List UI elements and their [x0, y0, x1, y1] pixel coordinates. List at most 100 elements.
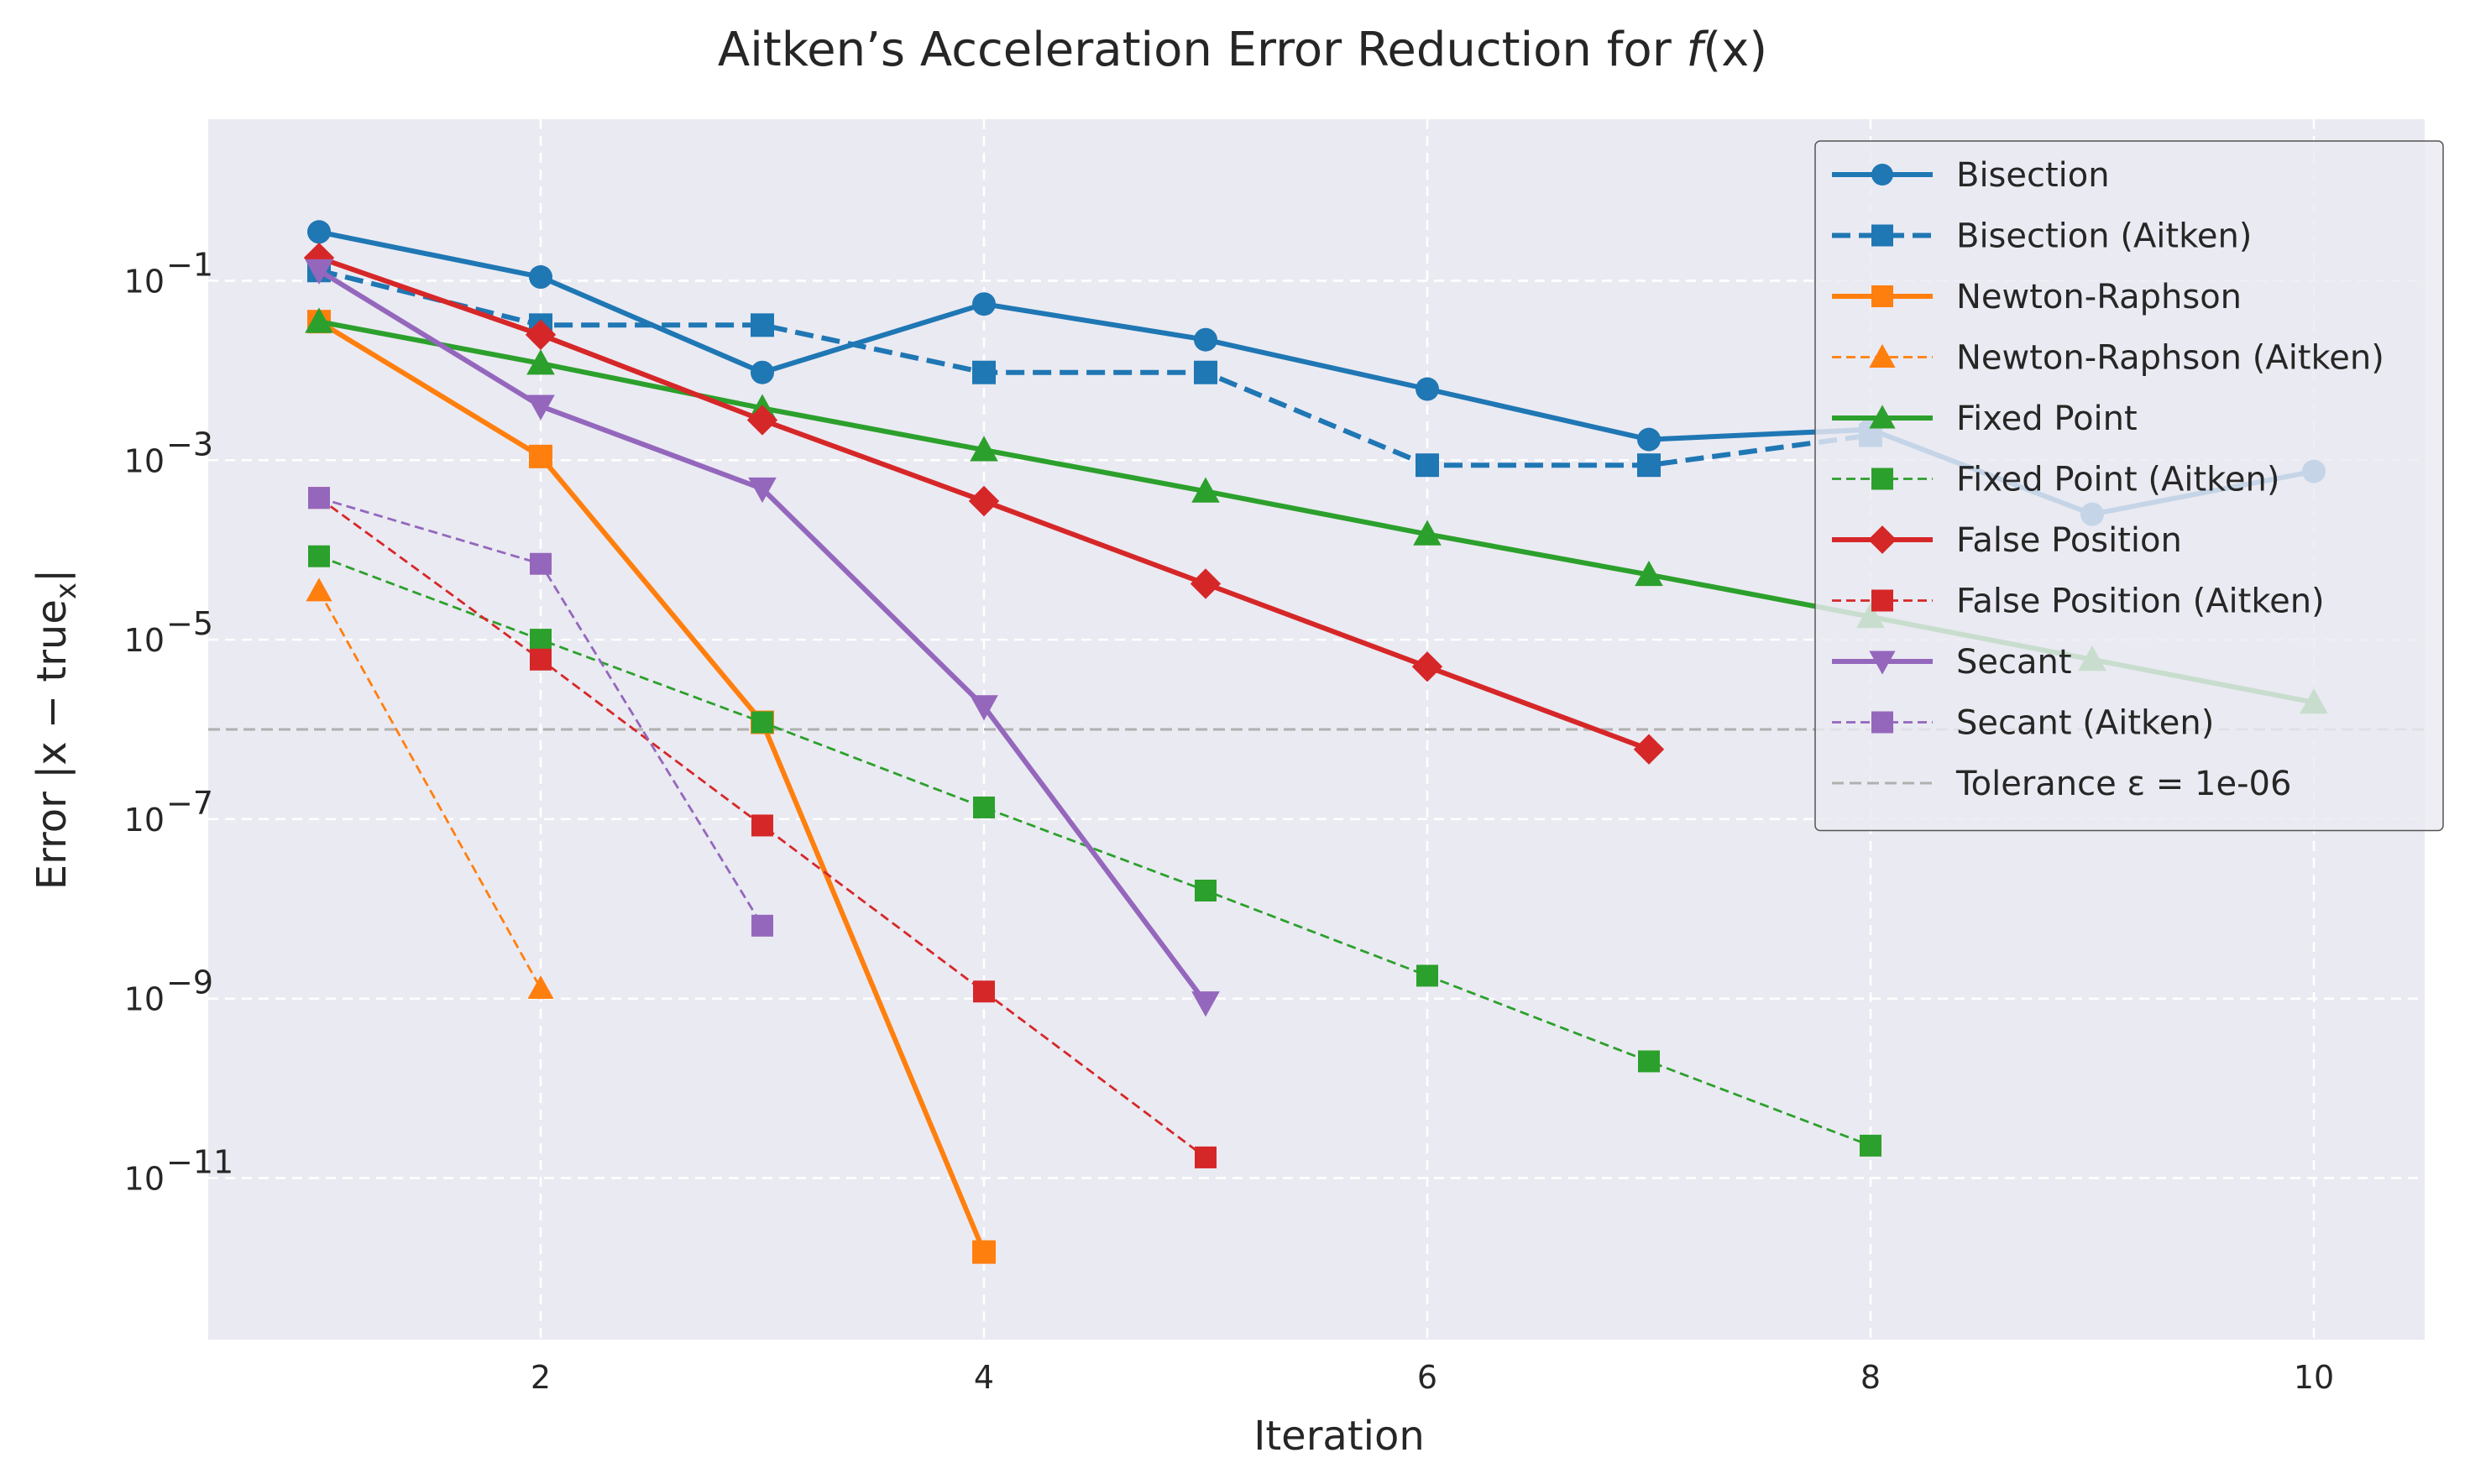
data-point: [530, 629, 552, 651]
data-point: [308, 487, 330, 509]
legend-marker: [1868, 525, 1897, 554]
y-axis-title: Error |x − truex|: [29, 569, 83, 890]
series-secant: [305, 259, 1220, 1017]
legend-entry: Bisection (Aitken): [1832, 217, 2252, 256]
data-point: [1416, 453, 1439, 478]
data-point: [305, 259, 333, 285]
legend-marker: [1871, 589, 1893, 612]
data-point: [970, 695, 998, 721]
series-line: [318, 555, 1871, 1147]
legend-label: Bisection: [1956, 156, 2110, 195]
data-point: [307, 220, 331, 244]
y-tick-label: 10: [124, 622, 165, 659]
data-point: [1416, 964, 1438, 987]
y-tick-label: 10: [124, 442, 165, 479]
legend-marker: [1871, 285, 1893, 307]
y-tick-exponent: −1: [166, 246, 213, 283]
data-point: [1416, 377, 1439, 401]
data-point: [526, 349, 555, 375]
y-tick-label: 10: [124, 263, 165, 300]
y-tick-exponent: −5: [166, 605, 213, 642]
data-point: [1638, 1050, 1660, 1073]
data-point: [1191, 477, 1220, 503]
series-line: [317, 590, 542, 990]
series-false-position: [303, 242, 1665, 765]
data-point: [972, 360, 996, 384]
data-point: [751, 360, 774, 384]
data-point: [530, 552, 552, 575]
data-point: [1191, 991, 1220, 1017]
legend-entry: Secant (Aitken): [1832, 704, 2214, 743]
legend-marker: [1871, 711, 1893, 734]
legend-entry: Bisection: [1832, 156, 2110, 195]
x-axis-title: Iteration: [1253, 1413, 1425, 1460]
legend-marker: [1869, 343, 1896, 368]
data-point: [1194, 327, 1217, 352]
legend-label: False Position (Aitken): [1956, 583, 2325, 621]
chart-title: Aitken’s Acceleration Error Reduction fo…: [718, 23, 1767, 77]
series-line: [318, 268, 1871, 468]
legend-marker: [1869, 651, 1896, 675]
legend-entry: Secant: [1832, 643, 2072, 682]
legend-entry: Fixed Point (Aitken): [1832, 461, 2279, 499]
legend-label: False Position: [1956, 521, 2182, 560]
series-newton-raphson-aitken: [306, 577, 554, 1000]
series-fixed-point-aitken: [308, 545, 1881, 1157]
legend-label: Bisection (Aitken): [1956, 217, 2252, 256]
x-tick-label: 2: [531, 1359, 551, 1396]
data-point: [973, 796, 995, 818]
data-point: [529, 444, 552, 468]
legend-marker: [1869, 405, 1896, 429]
data-point: [751, 313, 774, 337]
data-point: [525, 319, 557, 351]
legend-entry: False Position (Aitken): [1832, 583, 2325, 621]
x-tick-label: 6: [1417, 1359, 1437, 1396]
y-tick-exponent: −3: [166, 426, 213, 462]
data-point: [751, 914, 773, 937]
data-point: [751, 814, 773, 837]
series-group: [303, 220, 2328, 1264]
data-point: [308, 545, 330, 567]
legend-entry: Fixed Point: [1832, 400, 2138, 438]
data-point: [1195, 880, 1217, 902]
data-point: [1637, 427, 1661, 452]
legend: Bisection Bisection (Aitken) Newton-Raphso…: [1814, 140, 2444, 832]
legend-box: [1814, 140, 2444, 832]
legend-label: Newton-Raphson (Aitken): [1956, 339, 2384, 378]
legend-marker: [1871, 224, 1893, 247]
data-point: [1195, 1146, 1217, 1168]
legend-label: Tolerance ε = 1e-06: [1955, 765, 2291, 803]
legend-entry: Tolerance ε = 1e-06: [1832, 765, 2291, 803]
data-point: [530, 648, 552, 671]
data-point: [1635, 560, 1663, 587]
data-point: [527, 975, 554, 1000]
data-point: [526, 395, 555, 421]
data-point: [1190, 568, 1222, 599]
legend-label: Newton-Raphson: [1956, 278, 2242, 316]
series-line: [317, 319, 986, 1253]
legend-entry: Newton-Raphson (Aitken): [1832, 339, 2384, 378]
data-point: [972, 292, 996, 316]
data-point: [1637, 453, 1661, 478]
data-point: [973, 980, 995, 1003]
legend-label: Fixed Point: [1956, 400, 2138, 438]
data-point: [1194, 360, 1217, 384]
data-point: [306, 577, 332, 602]
y-tick-exponent: −7: [166, 785, 213, 822]
x-tick-label: 4: [974, 1359, 994, 1396]
data-point: [1860, 1134, 1881, 1157]
data-point: [972, 1240, 996, 1264]
y-tick-exponent: −11: [166, 1144, 233, 1181]
y-tick-label: 10: [124, 981, 165, 1018]
legend-label: Secant: [1956, 643, 2072, 682]
y-tick-exponent: −9: [166, 964, 213, 1001]
legend-entry: False Position: [1832, 521, 2182, 560]
data-point: [970, 436, 998, 462]
series-secant-aitken: [308, 487, 773, 937]
data-point: [305, 307, 333, 333]
data-point: [751, 711, 773, 734]
data-point: [529, 265, 552, 290]
legend-marker: [1871, 468, 1893, 490]
